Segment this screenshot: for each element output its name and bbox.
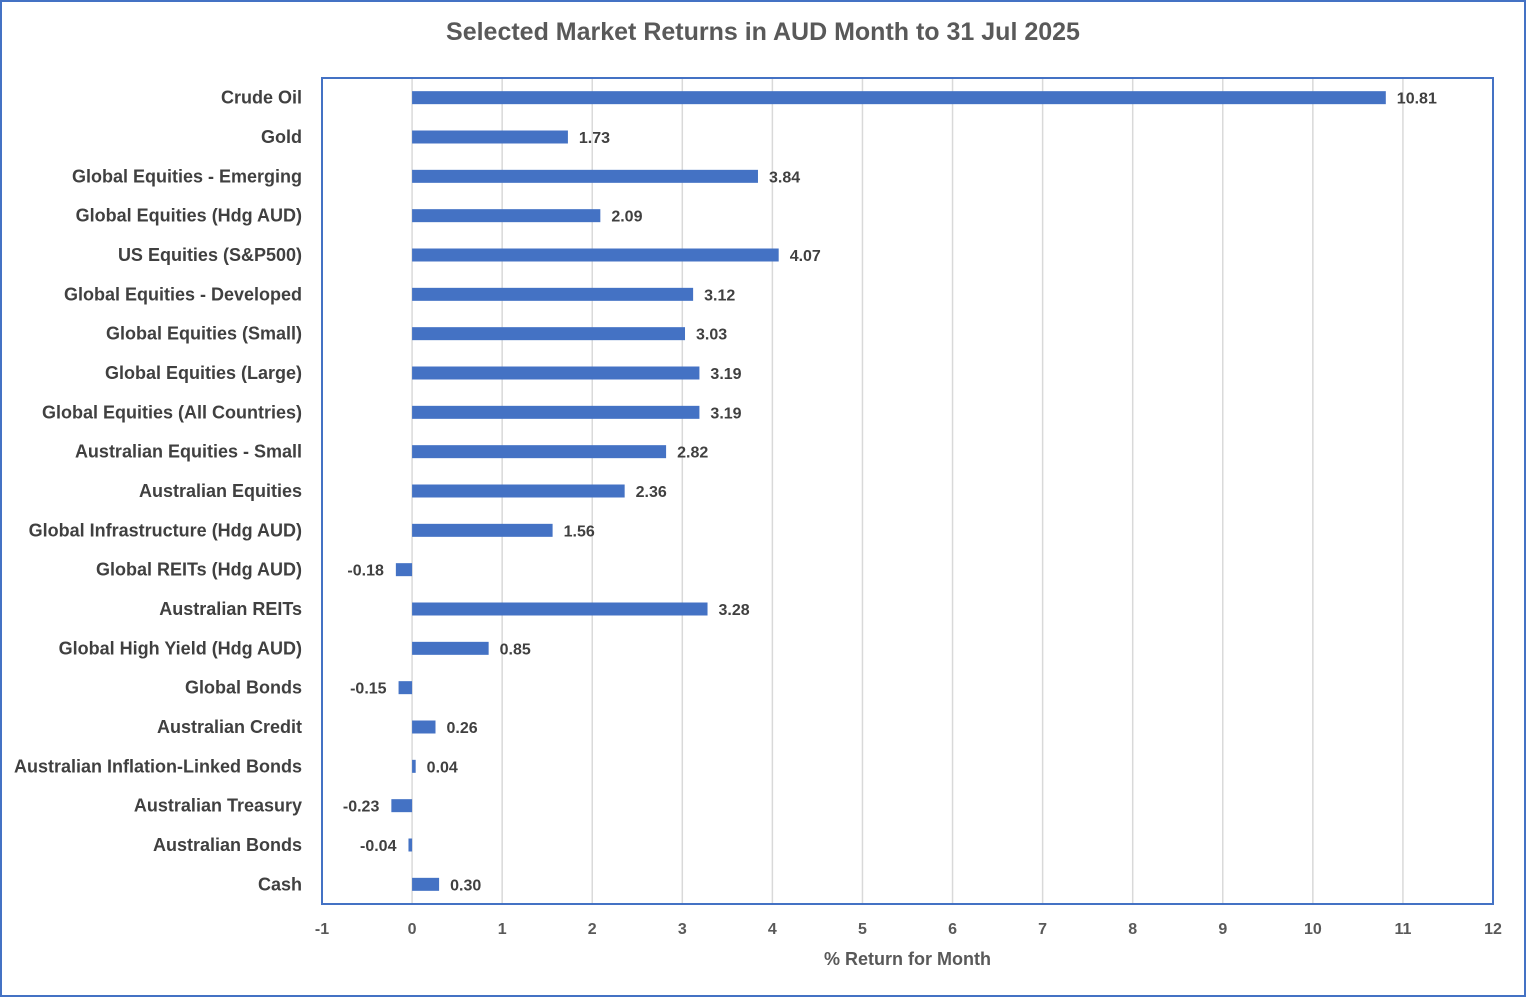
category-label: Global REITs (Hdg AUD) xyxy=(96,560,302,580)
data-label: 0.30 xyxy=(450,877,481,894)
bar xyxy=(412,641,489,655)
data-label: 3.19 xyxy=(710,405,741,422)
bar xyxy=(412,209,601,223)
category-label: Australian REITs xyxy=(159,599,302,619)
x-tick-label: 9 xyxy=(1218,921,1227,938)
data-label: -0.23 xyxy=(343,799,380,816)
x-axis-title: % Return for Month xyxy=(824,949,991,969)
category-label: Cash xyxy=(258,874,302,894)
x-tick-label: 1 xyxy=(498,921,507,938)
bar xyxy=(412,720,436,734)
bar xyxy=(412,287,694,301)
bar xyxy=(412,759,416,773)
category-label: Global Equities (Small) xyxy=(106,324,302,344)
data-label: -0.18 xyxy=(347,563,384,580)
category-label: Global Infrastructure (Hdg AUD) xyxy=(29,520,302,540)
data-label: 1.73 xyxy=(579,130,610,147)
plot-area xyxy=(321,77,1494,905)
bar xyxy=(412,327,686,341)
bar xyxy=(398,681,413,695)
data-label: 3.28 xyxy=(719,602,750,619)
bar xyxy=(412,130,568,144)
bar xyxy=(412,484,625,498)
data-label: -0.15 xyxy=(350,681,387,698)
bar xyxy=(408,838,413,852)
data-label: -0.04 xyxy=(360,838,397,855)
x-tick-label: 12 xyxy=(1484,921,1502,938)
x-tick-label: 6 xyxy=(948,921,957,938)
bar xyxy=(412,169,758,183)
data-label: 0.85 xyxy=(500,641,531,658)
category-label: Global Equities - Emerging xyxy=(72,166,302,186)
x-tick-label: 11 xyxy=(1394,921,1411,938)
category-label: Australian Inflation-Linked Bonds xyxy=(14,756,302,776)
x-tick-label: 4 xyxy=(768,921,777,938)
data-label: 2.36 xyxy=(636,484,667,501)
data-label: 0.04 xyxy=(427,759,458,776)
data-label: 3.19 xyxy=(710,366,741,383)
x-tick-label: 3 xyxy=(678,921,687,938)
x-tick-label: 0 xyxy=(408,921,417,938)
x-tick-label: 2 xyxy=(588,921,597,938)
bar xyxy=(412,248,779,262)
category-label: Australian Credit xyxy=(157,717,302,737)
x-tick-label: 10 xyxy=(1304,921,1322,938)
category-label: Global Equities - Developed xyxy=(64,284,302,304)
x-tick-label: 5 xyxy=(858,921,867,938)
bar xyxy=(412,445,667,459)
bar xyxy=(412,877,440,891)
category-label: Global Bonds xyxy=(185,678,302,698)
category-label: Australian Treasury xyxy=(134,796,302,816)
data-label: 1.56 xyxy=(564,523,595,540)
data-label: 4.07 xyxy=(790,248,821,265)
category-label: Gold xyxy=(261,127,302,147)
bar xyxy=(412,366,700,380)
x-tick-label: 8 xyxy=(1128,921,1137,938)
data-label: 3.12 xyxy=(704,287,735,304)
bar xyxy=(412,91,1386,105)
bar xyxy=(412,405,700,419)
data-label: 10.81 xyxy=(1397,91,1437,108)
data-label: 3.03 xyxy=(696,327,727,344)
data-label: 2.82 xyxy=(677,445,708,462)
data-label: 0.26 xyxy=(446,720,477,737)
chart-title: Selected Market Returns in AUD Month to … xyxy=(446,18,1080,46)
category-label: US Equities (S&P500) xyxy=(118,245,302,265)
category-label: Australian Equities xyxy=(139,481,302,501)
category-label: Global High Yield (Hdg AUD) xyxy=(59,638,302,658)
bar xyxy=(391,799,413,813)
data-label: 3.84 xyxy=(769,169,800,186)
category-label: Australian Bonds xyxy=(153,835,302,855)
category-label: Global Equities (Large) xyxy=(105,363,302,383)
data-label: 2.09 xyxy=(611,209,642,226)
category-label: Global Equities (Hdg AUD) xyxy=(76,206,302,226)
bar xyxy=(412,602,708,616)
category-label: Global Equities (All Countries) xyxy=(42,402,302,422)
bar xyxy=(395,563,413,577)
category-label: Australian Equities - Small xyxy=(75,442,302,462)
category-label: Crude Oil xyxy=(221,88,302,108)
x-tick-label: -1 xyxy=(315,921,329,938)
bar xyxy=(412,523,553,537)
x-tick-label: 7 xyxy=(1038,921,1047,938)
